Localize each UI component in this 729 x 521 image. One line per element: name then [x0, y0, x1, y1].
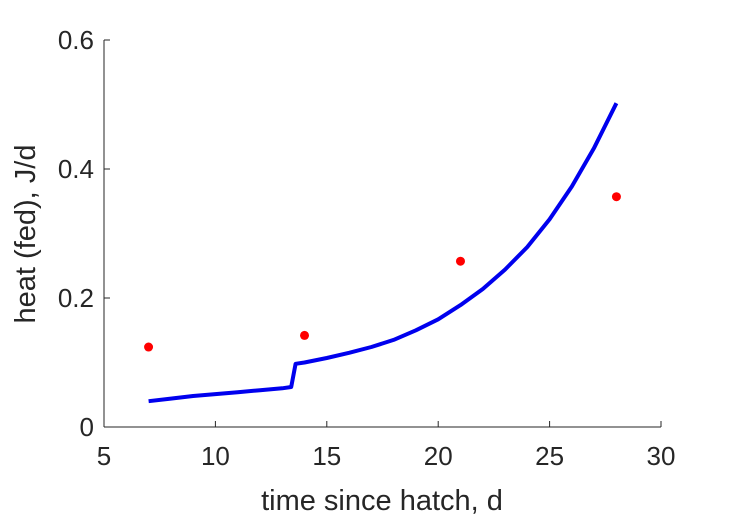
model-curve [148, 102, 619, 404]
axes [103, 40, 661, 428]
y-tick-label: 0.6 [58, 25, 94, 55]
x-ticks: 5 10 15 20 25 30 [97, 421, 676, 471]
x-tick-label: 20 [424, 441, 453, 471]
data-point [611, 192, 621, 202]
x-tick-label: 15 [312, 441, 341, 471]
x-tick-label: 10 [201, 441, 230, 471]
x-tick-label: 30 [647, 441, 676, 471]
data-point [300, 330, 310, 340]
y-ticks: 0 0.2 0.4 0.6 [58, 25, 110, 442]
data-point [455, 256, 465, 266]
x-axis-label: time since hatch, d [261, 485, 503, 517]
data-point [144, 342, 154, 352]
y-axis-label: heat (fed), J/d [10, 145, 42, 324]
x-tick-label: 25 [535, 441, 564, 471]
y-tick-label: 0.2 [58, 283, 94, 313]
y-tick-label: 0 [80, 412, 94, 442]
y-tick-label: 0.4 [58, 154, 94, 184]
x-tick-label: 5 [97, 441, 111, 471]
plot-area [144, 102, 621, 404]
